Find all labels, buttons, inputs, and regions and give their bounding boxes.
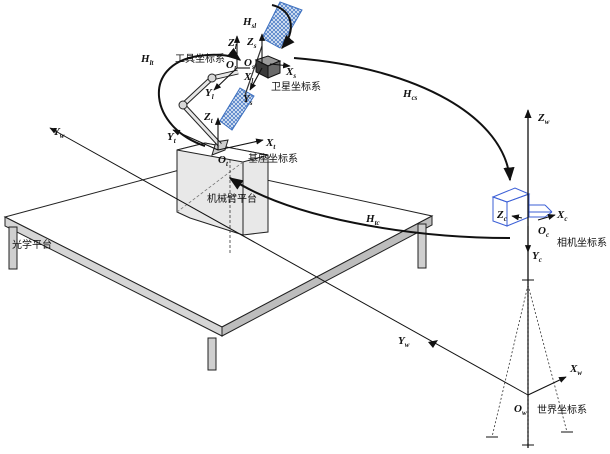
axis-tool-O: Ol [226,59,236,73]
axis-tool-X: Xl [243,71,253,85]
label-base-frame: 基座坐标系 [248,152,298,165]
satellite [219,1,303,131]
axis-labels: Zl Ol Yl Xl Zs Os Xs Ys Zt Yt Xt Ot Zc X… [53,36,582,417]
world-frame-stand [49,109,573,448]
axis-world-Y-mid: Yw [398,335,410,349]
axis-base-Y: Yt [167,131,177,145]
base-frame-axes [172,117,264,151]
axis-sat-Z: Zs [246,36,257,50]
transform-arcs [158,4,515,239]
axis-base-Z: Zt [203,111,214,125]
label-H-sl: Hsl [242,16,256,30]
axis-tool-Y: Yl [205,87,214,101]
label-H-lt: Hlt [140,53,155,67]
arc-H-lt [158,47,242,147]
axis-tool-Z: Zl [227,37,237,51]
axis-sat-X: Xs [285,66,296,80]
label-optical-platform: 光学平台 [12,238,52,251]
axis-world-O: Ow [514,403,527,417]
label-camera-frame: 相机坐标系 [557,236,607,249]
label-tool-frame: 工具坐标系 [175,53,225,65]
label-world-frame: 世界坐标系 [537,404,587,416]
frame-name-labels: 工具坐标系 卫星坐标系 基座坐标系 机械臂平台 相机坐标系 光学平台 世界坐标系 [12,53,607,416]
arc-H-cs [293,57,515,182]
arc-H-tc [228,177,511,239]
axis-base-X: Xt [265,137,276,151]
axis-world-X: Xw [569,363,582,377]
axis-sat-O: Os [244,57,255,71]
axis-world-Z: Zw [537,112,550,126]
axis-cam-Y: Yc [532,250,542,264]
robot-arm [178,69,239,156]
label-arm-platform: 机械臂平台 [207,192,257,205]
optical-platform [3,164,434,371]
label-H-tc: Htc [365,213,380,227]
arc-H-sl [271,4,295,50]
axis-cam-O: Oc [538,225,549,239]
axis-cam-X: Xc [556,209,567,223]
axis-world-Y-left: Yw [53,126,65,140]
transform-labels: Hsl Hlt Hcs Htc [140,16,418,227]
satellite-frame-axes [249,33,291,91]
label-satellite-frame: 卫星坐标系 [271,81,321,93]
axis-sat-Y: Ys [243,93,253,107]
axis-base-O: Ot [218,154,229,168]
label-H-cs: Hcs [402,88,418,102]
axis-cam-Z: Zc [496,209,507,223]
